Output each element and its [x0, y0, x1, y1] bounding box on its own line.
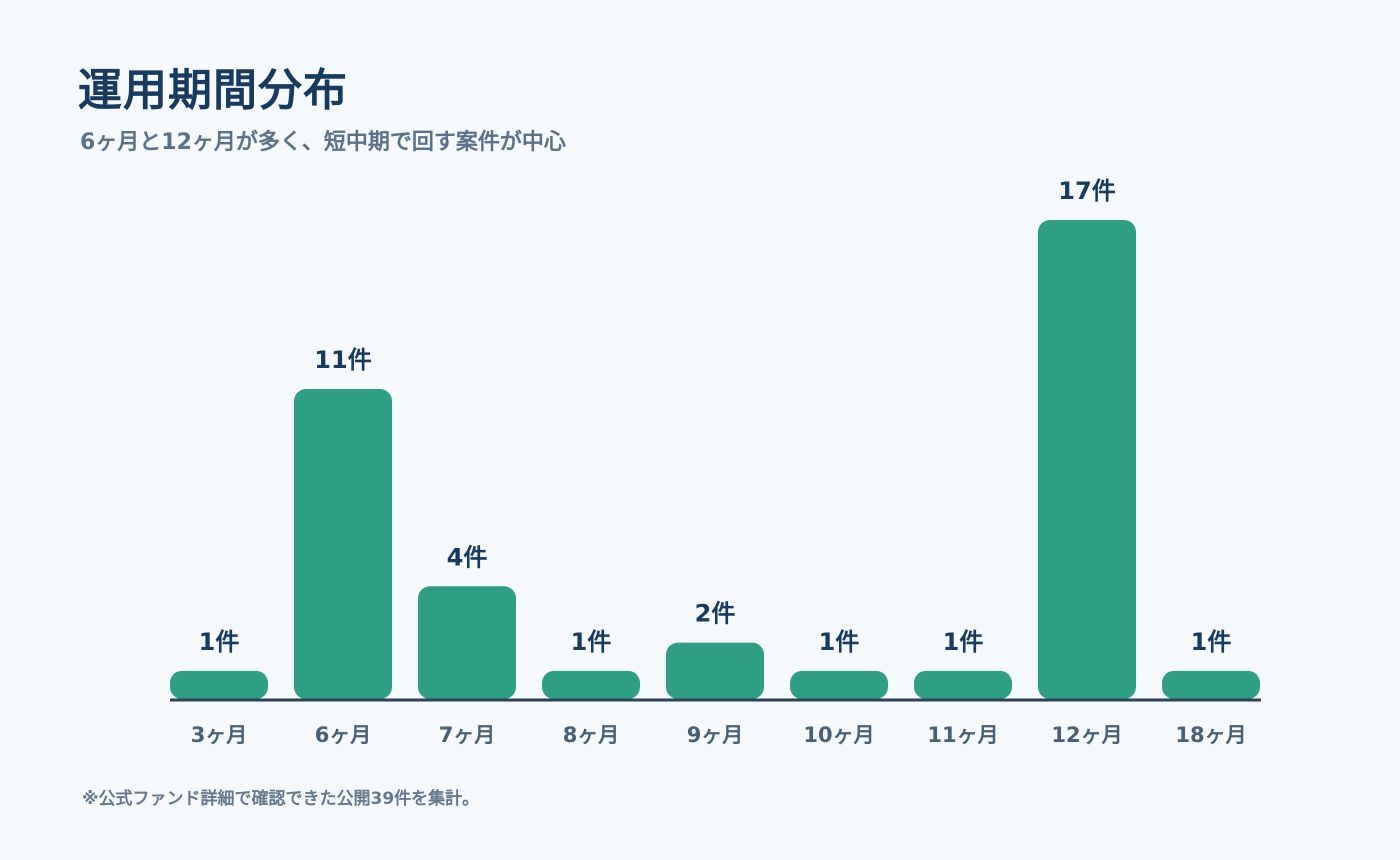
x-tick-label: 11ヶ月: [927, 723, 998, 747]
bar: [666, 642, 764, 699]
footnote: ※公式ファンド詳細で確認できた公開39件を集計。: [82, 789, 480, 809]
bar: [790, 670, 888, 699]
bar: [418, 586, 516, 699]
bar: [1162, 670, 1260, 699]
value-label: 1件: [1191, 628, 1232, 656]
bar: [170, 670, 268, 699]
x-tick-label: 9ヶ月: [687, 723, 744, 747]
chart-title: 運用期間分布: [78, 65, 348, 116]
x-tick-label: 10ヶ月: [803, 723, 874, 747]
value-label: 1件: [943, 628, 984, 656]
x-tick-label: 7ヶ月: [439, 723, 496, 747]
chart-subtitle: 6ヶ月と12ヶ月が多く、短中期で回す案件が中心: [80, 130, 566, 155]
value-label: 4件: [447, 543, 488, 571]
x-tick-label: 6ヶ月: [315, 723, 372, 747]
value-label: 1件: [819, 628, 860, 656]
x-tick-label: 8ヶ月: [563, 723, 620, 747]
value-label: 2件: [695, 600, 736, 628]
value-label: 17件: [1058, 177, 1115, 205]
value-label: 1件: [199, 628, 240, 656]
x-tick-label: 12ヶ月: [1051, 723, 1122, 747]
value-label: 1件: [571, 628, 612, 656]
bar: [542, 670, 640, 699]
value-label: 11件: [314, 346, 371, 374]
x-tick-label: 18ヶ月: [1175, 723, 1246, 747]
bar: [1038, 220, 1136, 699]
bar: [294, 389, 392, 699]
x-tick-label: 3ヶ月: [191, 723, 248, 747]
bar: [914, 670, 1012, 699]
